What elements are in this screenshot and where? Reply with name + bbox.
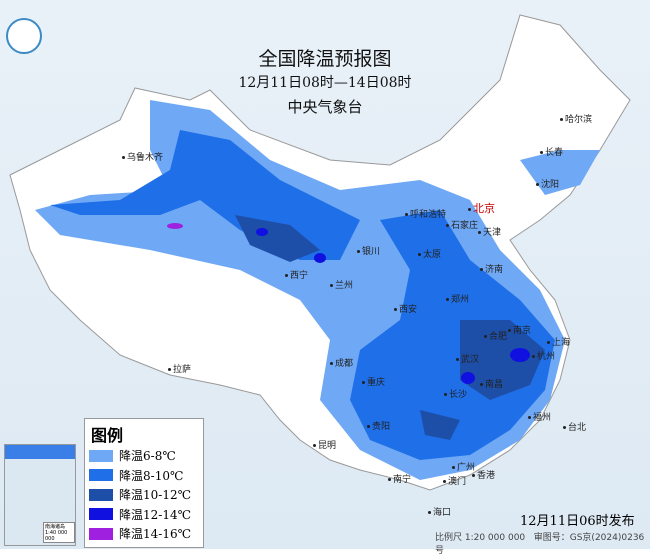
city-label: 银川	[357, 244, 380, 257]
city-label: 石家庄	[446, 218, 478, 231]
city-label: 乌鲁木齐	[122, 150, 163, 163]
legend-label: 降温10-12℃	[119, 488, 192, 503]
legend-swatch	[89, 469, 113, 482]
legend-label: 降温14-16℃	[119, 527, 192, 542]
city-label: 拉萨	[168, 362, 191, 375]
inset-caption: 南海诸岛 1:40 000 000	[43, 522, 75, 543]
city-label: 成都	[330, 356, 353, 369]
map-title: 全国降温预报图	[258, 48, 392, 70]
city-label: 西安	[394, 302, 417, 315]
city-label: 南宁	[388, 472, 411, 485]
scale: 比例尺 1:20 000 000	[435, 533, 526, 543]
city-label: 杭州	[532, 349, 555, 362]
city-label: 沈阳	[536, 177, 559, 190]
legend-swatch	[89, 527, 113, 540]
city-label: 昆明	[313, 438, 336, 451]
legend-label: 降温12-14℃	[119, 507, 192, 522]
city-label: 南昌	[480, 377, 503, 390]
cma-logo-icon	[6, 18, 42, 54]
legend-swatch	[89, 508, 113, 521]
city-label: 香港	[472, 468, 495, 481]
city-label: 澳门	[443, 474, 466, 487]
city-label: 哈尔滨	[560, 112, 592, 125]
legend-item: 降温14-16℃	[89, 524, 203, 544]
legend-title: 图例	[91, 426, 124, 445]
legend-item: 降温8-10℃	[89, 466, 203, 486]
city-label: 太原	[418, 247, 441, 260]
city-label: 海口	[428, 505, 451, 518]
legend-label: 降温6-8℃	[119, 449, 176, 464]
city-label: 贵阳	[367, 419, 390, 432]
city-label: 台北	[563, 420, 586, 433]
legend-swatch	[89, 488, 113, 501]
legend: 图例 降温6-8℃ 降温8-10℃ 降温10-12℃ 降温12-14℃ 降温14…	[84, 418, 204, 548]
legend-item: 降温6-8℃	[89, 446, 203, 466]
south-china-sea-inset: 南海诸岛 1:40 000 000	[4, 444, 76, 546]
city-label: 济南	[480, 262, 503, 275]
city-label: 南京	[508, 323, 531, 336]
city-label: 兰州	[330, 278, 353, 291]
cooling-14-16	[167, 223, 183, 229]
city-label: 重庆	[362, 375, 385, 388]
city-label: 西宁	[285, 268, 308, 281]
publish-time: 12月11日06时发布	[520, 514, 635, 529]
legend-label: 降温8-10℃	[119, 468, 184, 483]
city-label: 呼和浩特	[405, 207, 446, 220]
city-label: 郑州	[446, 292, 469, 305]
city-label: 广州	[452, 460, 475, 473]
city-label: 长春	[540, 145, 563, 158]
forecast-period: 12月11日08时—14日08时	[238, 75, 412, 91]
city-label: 福州	[528, 410, 551, 423]
legend-item: 降温12-14℃	[89, 505, 203, 525]
city-label: 合肥	[484, 329, 507, 342]
agency: 中央气象台	[287, 98, 363, 116]
city-label: 武汉	[456, 352, 479, 365]
footer-info: 比例尺 1:20 000 000 审图号：GS京(2024)0236号	[435, 530, 650, 556]
legend-swatch	[89, 449, 113, 462]
city-label-beijing: 北京	[468, 200, 495, 216]
legend-item: 降温10-12℃	[89, 485, 203, 505]
city-label: 天津	[478, 225, 501, 238]
city-label: 长沙	[444, 387, 467, 400]
cooling-12-14	[256, 228, 530, 384]
city-label: 上海	[547, 335, 570, 348]
inset-cooling-area	[5, 445, 75, 459]
